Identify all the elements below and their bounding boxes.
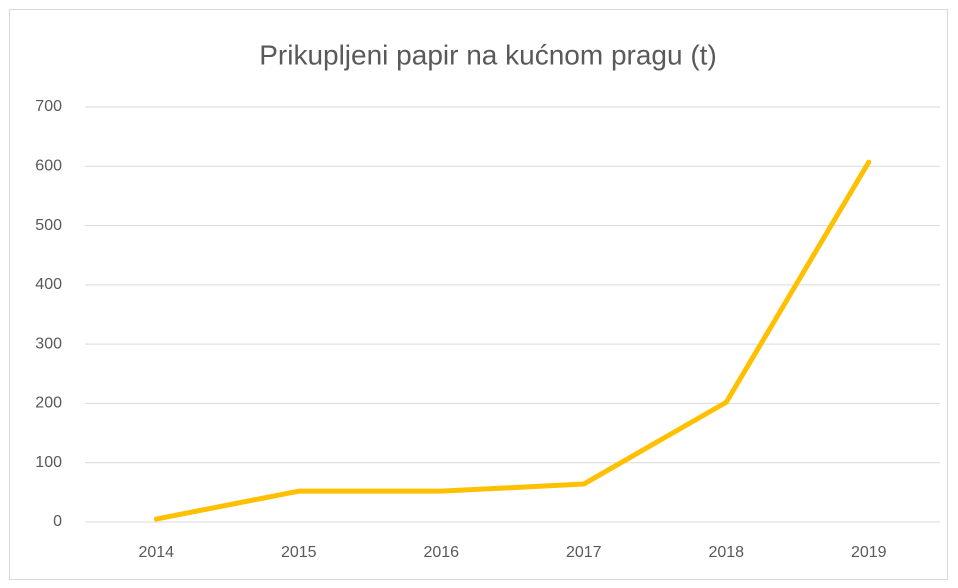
- y-tick-label: 100: [35, 454, 62, 471]
- chart-border: [9, 9, 948, 580]
- line: [153, 159, 872, 522]
- x-tick-label: 2018: [708, 544, 744, 561]
- x-tick-label: 2017: [566, 544, 602, 561]
- y-tick-label: 500: [35, 217, 62, 234]
- x-tick-label: 2015: [281, 544, 317, 561]
- y-tick-label: 600: [35, 158, 62, 175]
- x-tick-label: 2019: [851, 544, 887, 561]
- y-tick-label: 0: [53, 513, 62, 530]
- x-tick-label: 2014: [138, 544, 174, 561]
- y-tick-label: 300: [35, 335, 62, 352]
- x-tick-label: 2016: [423, 544, 459, 561]
- y-tick-label: 200: [35, 395, 62, 412]
- y-tick-label: 700: [35, 98, 62, 115]
- chart-title: Prikupljeni papir na kućnom pragu (t): [259, 39, 717, 70]
- y-tick-label: 400: [35, 276, 62, 293]
